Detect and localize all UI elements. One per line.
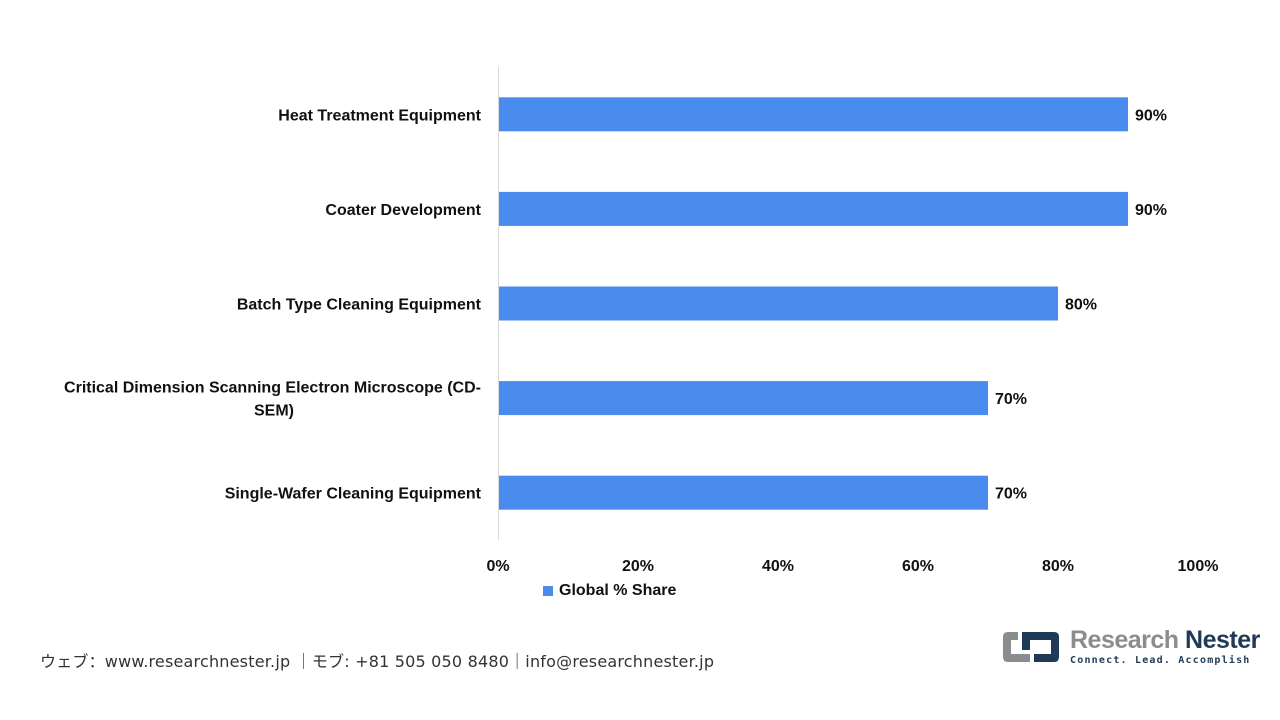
value-label-5: 70%	[995, 486, 1027, 503]
bar-5	[499, 475, 988, 510]
logo-name-nester: Nester	[1185, 626, 1260, 654]
category-label-1: Heat Treatment Equipment	[278, 107, 481, 124]
value-label-1: 90%	[1135, 107, 1167, 124]
value-label-3: 80%	[1065, 297, 1097, 314]
bar-4	[499, 381, 988, 416]
x-tick-label-20: 20%	[622, 558, 654, 575]
category-label-3: Batch Type Cleaning Equipment	[237, 297, 482, 314]
legend-label: Global % Share	[559, 582, 677, 599]
x-tick-label-40: 40%	[762, 558, 794, 575]
category-label-2: Coater Development	[325, 202, 481, 219]
footer-contact: ウェブ：www.researchnester.jp ｜モブ: +81 505 0…	[40, 652, 715, 671]
research-nester-logo-icon	[1003, 632, 1059, 662]
logo-tagline: Connect. Lead. Accomplish	[1070, 655, 1251, 666]
legend: Global % Share	[543, 582, 676, 600]
x-tick-label-0: 0%	[486, 558, 509, 575]
x-tick-label-100: 100%	[1178, 558, 1219, 575]
category-label-4: Critical Dimension Scanning Electron Mic…	[64, 380, 481, 420]
x-tick-label-60: 60%	[902, 558, 934, 575]
logo: Research Nester Connect. Lead. Accomplis…	[1000, 628, 1260, 666]
bar-1	[499, 97, 1128, 132]
bar-2	[499, 191, 1128, 226]
bar-3	[499, 286, 1058, 321]
value-label-4: 70%	[995, 391, 1027, 408]
bar-chart: 90% Heat Treatment Equipment 90% Coater Dev…	[64, 67, 1219, 575]
logo-name-research: Research	[1070, 626, 1179, 654]
value-label-2: 90%	[1135, 202, 1167, 219]
x-tick-label-80: 80%	[1042, 558, 1074, 575]
legend-swatch	[543, 586, 553, 596]
category-label-5: Single-Wafer Cleaning Equipment	[225, 486, 482, 503]
